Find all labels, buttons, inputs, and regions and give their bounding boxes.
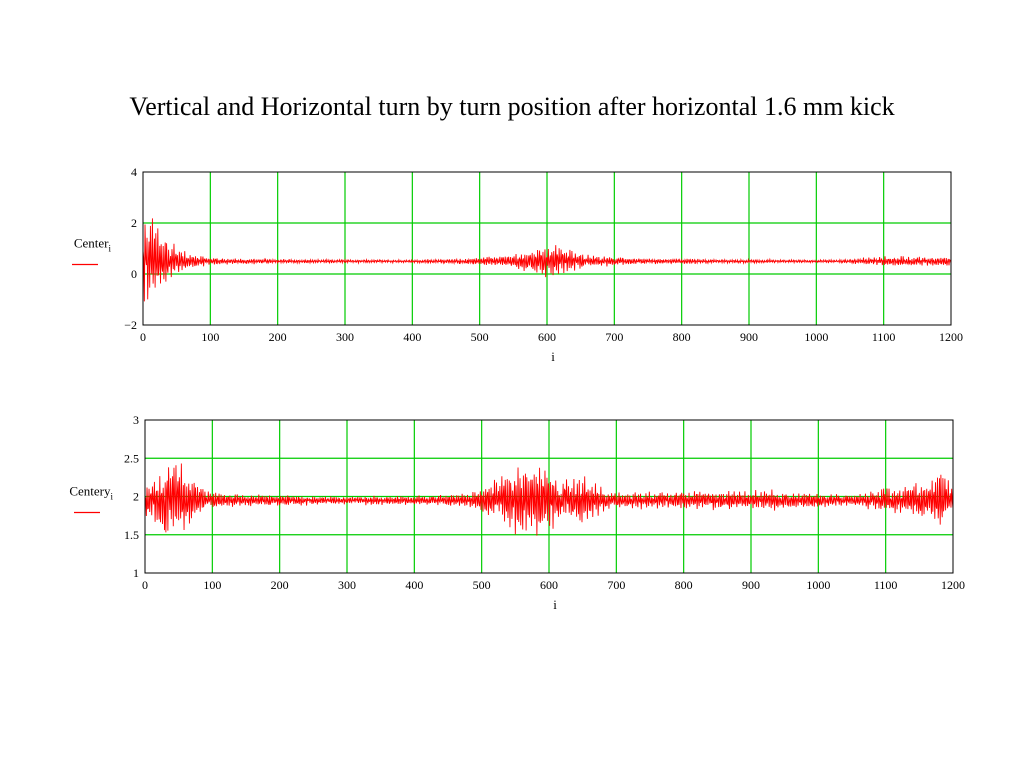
x-tick-label: 500 xyxy=(471,330,489,344)
y-tick-label: −2 xyxy=(124,318,137,332)
x-tick-label: 700 xyxy=(605,330,623,344)
x-tick-label: 200 xyxy=(271,578,289,592)
x-tick-label: 600 xyxy=(540,578,558,592)
plot-frame xyxy=(144,419,954,574)
plot-frame xyxy=(142,171,952,326)
x-tick-label: 600 xyxy=(538,330,556,344)
x-tick-label: 100 xyxy=(203,578,221,592)
x-tick-label: 700 xyxy=(607,578,625,592)
x-tick-label: 300 xyxy=(336,330,354,344)
x-tick-label: 900 xyxy=(740,330,758,344)
x-tick-label: 800 xyxy=(673,330,691,344)
y-tick-label: 2 xyxy=(131,216,137,230)
position-trace xyxy=(142,218,952,302)
x-tick-label: 800 xyxy=(675,578,693,592)
x-axis-label: i xyxy=(551,349,555,364)
x-tick-label: 100 xyxy=(201,330,219,344)
x-tick-label: 1000 xyxy=(804,330,828,344)
y-axis-label: Centeri xyxy=(74,236,112,254)
x-tick-label: 1100 xyxy=(872,330,896,344)
x-tick-label: 1200 xyxy=(941,578,965,592)
x-tick-label: 0 xyxy=(142,578,148,592)
position-trace xyxy=(144,463,954,536)
y-tick-label: 2 xyxy=(133,490,139,504)
x-tick-label: 200 xyxy=(269,330,287,344)
y-axis-label: Centeryi xyxy=(69,484,113,502)
x-tick-label: 0 xyxy=(140,330,146,344)
chart-title: Vertical and Horizontal turn by turn pos… xyxy=(129,92,895,121)
x-tick-label: 400 xyxy=(405,578,423,592)
y-tick-label: 1 xyxy=(133,566,139,580)
x-tick-label: 900 xyxy=(742,578,760,592)
y-tick-label: 4 xyxy=(131,165,137,179)
vertical-position-chart: 1 1.5 2 2.5 3 0 100 200 300 400 500 600 700 800 900 100… xyxy=(69,413,965,612)
x-tick-label: 500 xyxy=(473,578,491,592)
y-tick-label: 0 xyxy=(131,267,137,281)
x-tick-label: 1100 xyxy=(874,578,898,592)
x-tick-label: 300 xyxy=(338,578,356,592)
x-tick-label: 400 xyxy=(403,330,421,344)
x-tick-label: 1000 xyxy=(806,578,830,592)
y-tick-label: 1.5 xyxy=(124,528,139,542)
y-tick-label: 3 xyxy=(133,413,139,427)
x-tick-label: 1200 xyxy=(939,330,963,344)
y-tick-label: 2.5 xyxy=(124,451,139,465)
x-axis-label: i xyxy=(553,597,557,612)
